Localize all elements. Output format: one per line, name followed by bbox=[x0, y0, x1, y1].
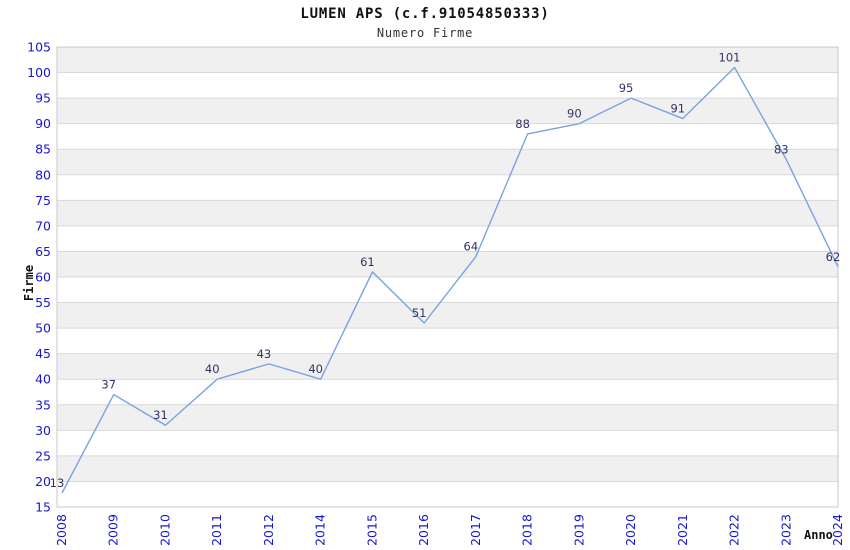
background-band bbox=[57, 455, 838, 482]
data-label: 51 bbox=[412, 306, 427, 320]
y-tick-label: 85 bbox=[35, 142, 51, 157]
data-label: 64 bbox=[464, 240, 479, 254]
background-band bbox=[57, 302, 838, 329]
y-tick-label: 20 bbox=[35, 474, 51, 489]
x-tick-label: 2024 bbox=[830, 514, 845, 546]
y-tick-label: 80 bbox=[35, 167, 51, 182]
background-band bbox=[57, 47, 838, 73]
data-label: 61 bbox=[360, 255, 375, 269]
data-label: 95 bbox=[619, 81, 634, 95]
y-tick-label: 50 bbox=[35, 321, 51, 336]
y-tick-label: 90 bbox=[35, 116, 51, 131]
x-tick-label: 2014 bbox=[313, 514, 328, 546]
series-line-firme bbox=[61, 66, 839, 494]
x-tick-label: 2019 bbox=[571, 514, 586, 546]
background-band bbox=[57, 353, 838, 380]
y-tick-label: 95 bbox=[35, 91, 51, 106]
data-label: 40 bbox=[308, 362, 323, 376]
y-tick-label: 40 bbox=[35, 372, 51, 387]
data-label: 101 bbox=[719, 50, 741, 64]
x-tick-label: 2011 bbox=[209, 514, 224, 546]
chart-title: LUMEN APS (c.f.91054850333) bbox=[300, 6, 550, 22]
y-tick-label: 45 bbox=[35, 346, 51, 361]
x-tick-label: 2009 bbox=[106, 514, 121, 546]
y-tick-label: 100 bbox=[27, 65, 51, 80]
x-tick-label: 2008 bbox=[54, 514, 69, 546]
y-tick-label: 25 bbox=[35, 448, 51, 463]
data-label: 31 bbox=[153, 408, 168, 422]
plot-border bbox=[56, 46, 839, 508]
data-label: 40 bbox=[205, 362, 220, 376]
data-label: 90 bbox=[567, 107, 582, 121]
data-label: 83 bbox=[774, 142, 789, 156]
x-tick-label: 2023 bbox=[778, 514, 793, 546]
x-axis-title: Anno bbox=[804, 528, 833, 542]
x-tick-label: 2021 bbox=[675, 514, 690, 546]
background-band bbox=[57, 404, 838, 431]
x-tick-label: 2018 bbox=[520, 514, 535, 546]
data-label: 91 bbox=[670, 102, 685, 116]
y-tick-label: 65 bbox=[35, 244, 51, 259]
y-tick-label: 70 bbox=[35, 218, 51, 233]
data-label: 62 bbox=[826, 250, 841, 264]
data-label: 13 bbox=[50, 476, 65, 490]
chart-subtitle: Numero Firme bbox=[376, 26, 474, 40]
y-tick-label: 15 bbox=[35, 500, 51, 515]
x-tick-label: 2010 bbox=[157, 514, 172, 546]
x-tick-label: 2022 bbox=[727, 514, 742, 546]
x-tick-label: 2017 bbox=[468, 514, 483, 546]
background-band bbox=[57, 149, 838, 175]
y-tick-label: 35 bbox=[35, 397, 51, 412]
data-label: 43 bbox=[257, 347, 272, 361]
data-label: 37 bbox=[101, 378, 116, 392]
x-tick-label: 2012 bbox=[261, 514, 276, 546]
data-label: 88 bbox=[515, 117, 530, 131]
y-tick-label: 55 bbox=[35, 295, 51, 310]
x-tick-label: 2015 bbox=[364, 514, 379, 546]
y-tick-label: 30 bbox=[35, 423, 51, 438]
background-band bbox=[57, 200, 838, 226]
y-tick-label: 105 bbox=[27, 40, 51, 55]
y-tick-label: 60 bbox=[35, 270, 51, 285]
x-tick-label: 2020 bbox=[623, 514, 638, 546]
background-band bbox=[57, 251, 838, 277]
x-tick-label: 2016 bbox=[416, 514, 431, 546]
y-tick-label: 75 bbox=[35, 193, 51, 208]
background-band bbox=[57, 98, 838, 124]
